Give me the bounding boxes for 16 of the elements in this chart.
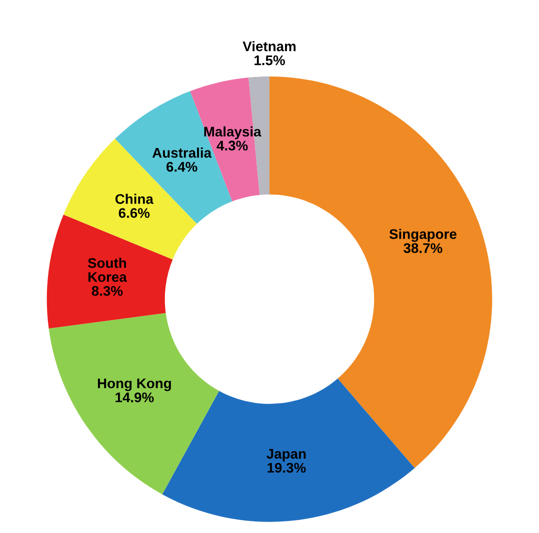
data-label: 6.4% [166, 162, 198, 172]
slice-label: South Korea [88, 258, 127, 282]
slice-label: Japan [266, 449, 306, 462]
donut-slice [48, 312, 220, 494]
data-label: 14.9% [116, 392, 154, 402]
data-label: 1.5% [254, 55, 285, 66]
data-label: 6.6% [118, 208, 150, 218]
slice-label: Australia [152, 148, 212, 158]
data-label: 4.3% [216, 140, 248, 151]
data-label: 38.7% [404, 243, 442, 254]
slice-label: China [115, 194, 154, 204]
slice-label: Hong Kong [98, 378, 171, 392]
slice-label: Vietnam [242, 41, 296, 52]
data-label: 19.3% [268, 462, 306, 473]
slice-label: Singapore [389, 228, 456, 242]
data-label: 8.3% [92, 286, 123, 296]
